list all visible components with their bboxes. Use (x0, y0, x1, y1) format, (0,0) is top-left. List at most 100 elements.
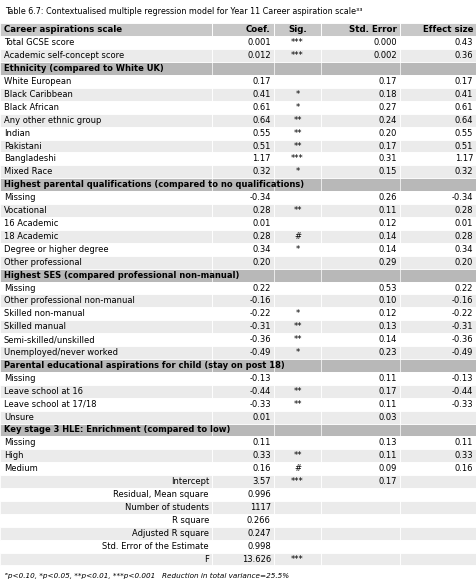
Text: #: # (294, 464, 301, 473)
Text: *: * (296, 90, 299, 99)
Bar (0, 268, 476, 281)
Bar (0, 139, 212, 152)
Bar (274, 321, 321, 333)
Bar (212, 23, 274, 36)
Text: 16 Academic: 16 Academic (4, 219, 58, 228)
Bar (212, 75, 274, 88)
Bar (400, 308, 476, 321)
Bar (274, 139, 321, 152)
Bar (0, 385, 212, 398)
Bar (274, 553, 321, 565)
Text: 0.61: 0.61 (455, 103, 473, 112)
Text: 0.53: 0.53 (378, 284, 397, 292)
Text: *: * (296, 348, 299, 357)
Text: -0.33: -0.33 (249, 400, 271, 408)
Text: 0.17: 0.17 (378, 142, 397, 151)
Bar (400, 475, 476, 488)
Text: 0.10: 0.10 (378, 297, 397, 305)
Bar (0, 243, 212, 255)
Text: **: ** (293, 206, 302, 215)
Bar (400, 23, 476, 36)
Bar (321, 101, 400, 114)
Text: Coef.: Coef. (246, 25, 271, 35)
Text: 0.28: 0.28 (252, 232, 271, 241)
Text: 0.14: 0.14 (378, 335, 397, 344)
Bar (321, 540, 400, 553)
Bar (212, 321, 274, 333)
Text: 0.11: 0.11 (378, 451, 397, 460)
Bar (0, 255, 212, 268)
Text: Pakistani: Pakistani (4, 142, 41, 151)
Bar (212, 411, 274, 424)
Bar (212, 514, 274, 527)
Bar (400, 36, 476, 49)
Bar (400, 139, 476, 152)
Text: 0.01: 0.01 (252, 413, 271, 421)
Text: 3.57: 3.57 (252, 477, 271, 486)
Text: Residual, Mean square: Residual, Mean square (113, 490, 209, 499)
Bar (400, 243, 476, 255)
Bar (400, 230, 476, 243)
Bar (321, 294, 400, 308)
Text: 0.41: 0.41 (252, 90, 271, 99)
Bar (212, 294, 274, 308)
Bar (400, 152, 476, 165)
Text: 0.247: 0.247 (247, 529, 271, 538)
Text: 0.012: 0.012 (247, 51, 271, 60)
Bar (274, 372, 321, 385)
Bar (0, 475, 212, 488)
Text: Missing: Missing (4, 284, 35, 292)
Bar (321, 372, 400, 385)
Text: Other professional non-manual: Other professional non-manual (4, 297, 135, 305)
Bar (0, 488, 212, 501)
Text: 0.12: 0.12 (378, 309, 397, 318)
Text: Leave school at 17/18: Leave school at 17/18 (4, 400, 96, 408)
Text: Adjusted R square: Adjusted R square (132, 529, 209, 538)
Bar (0, 49, 212, 62)
Text: 0.998: 0.998 (247, 541, 271, 551)
Text: Table 6.7: Contextualised multiple regression model for Year 11 Career aspiratio: Table 6.7: Contextualised multiple regre… (5, 7, 362, 16)
Bar (321, 411, 400, 424)
Bar (0, 514, 212, 527)
Bar (274, 204, 321, 217)
Bar (321, 36, 400, 49)
Text: *: * (296, 245, 299, 254)
Text: 0.03: 0.03 (378, 413, 397, 421)
Text: Mixed Race: Mixed Race (4, 168, 52, 176)
Text: Black African: Black African (4, 103, 59, 112)
Bar (0, 333, 212, 346)
Text: 0.51: 0.51 (252, 142, 271, 151)
Text: 0.18: 0.18 (378, 90, 397, 99)
Bar (321, 152, 400, 165)
Bar (0, 359, 476, 372)
Bar (212, 449, 274, 462)
Bar (274, 191, 321, 204)
Bar (400, 127, 476, 139)
Text: Vocational: Vocational (4, 206, 48, 215)
Bar (400, 540, 476, 553)
Bar (321, 127, 400, 139)
Bar (0, 75, 212, 88)
Bar (400, 514, 476, 527)
Bar (400, 101, 476, 114)
Text: 0.01: 0.01 (252, 219, 271, 228)
Text: Total GCSE score: Total GCSE score (4, 38, 74, 47)
Bar (0, 101, 212, 114)
Bar (321, 527, 400, 540)
Bar (274, 294, 321, 308)
Bar (274, 488, 321, 501)
Text: Unsure: Unsure (4, 413, 34, 421)
Text: 0.41: 0.41 (455, 90, 473, 99)
Bar (212, 139, 274, 152)
Bar (274, 152, 321, 165)
Text: -0.22: -0.22 (249, 309, 271, 318)
Bar (400, 411, 476, 424)
Bar (274, 217, 321, 230)
Text: 0.14: 0.14 (378, 245, 397, 254)
Text: Missing: Missing (4, 438, 35, 447)
Bar (274, 101, 321, 114)
Bar (0, 127, 212, 139)
Text: 0.64: 0.64 (252, 115, 271, 125)
Bar (321, 217, 400, 230)
Text: 0.001: 0.001 (247, 38, 271, 47)
